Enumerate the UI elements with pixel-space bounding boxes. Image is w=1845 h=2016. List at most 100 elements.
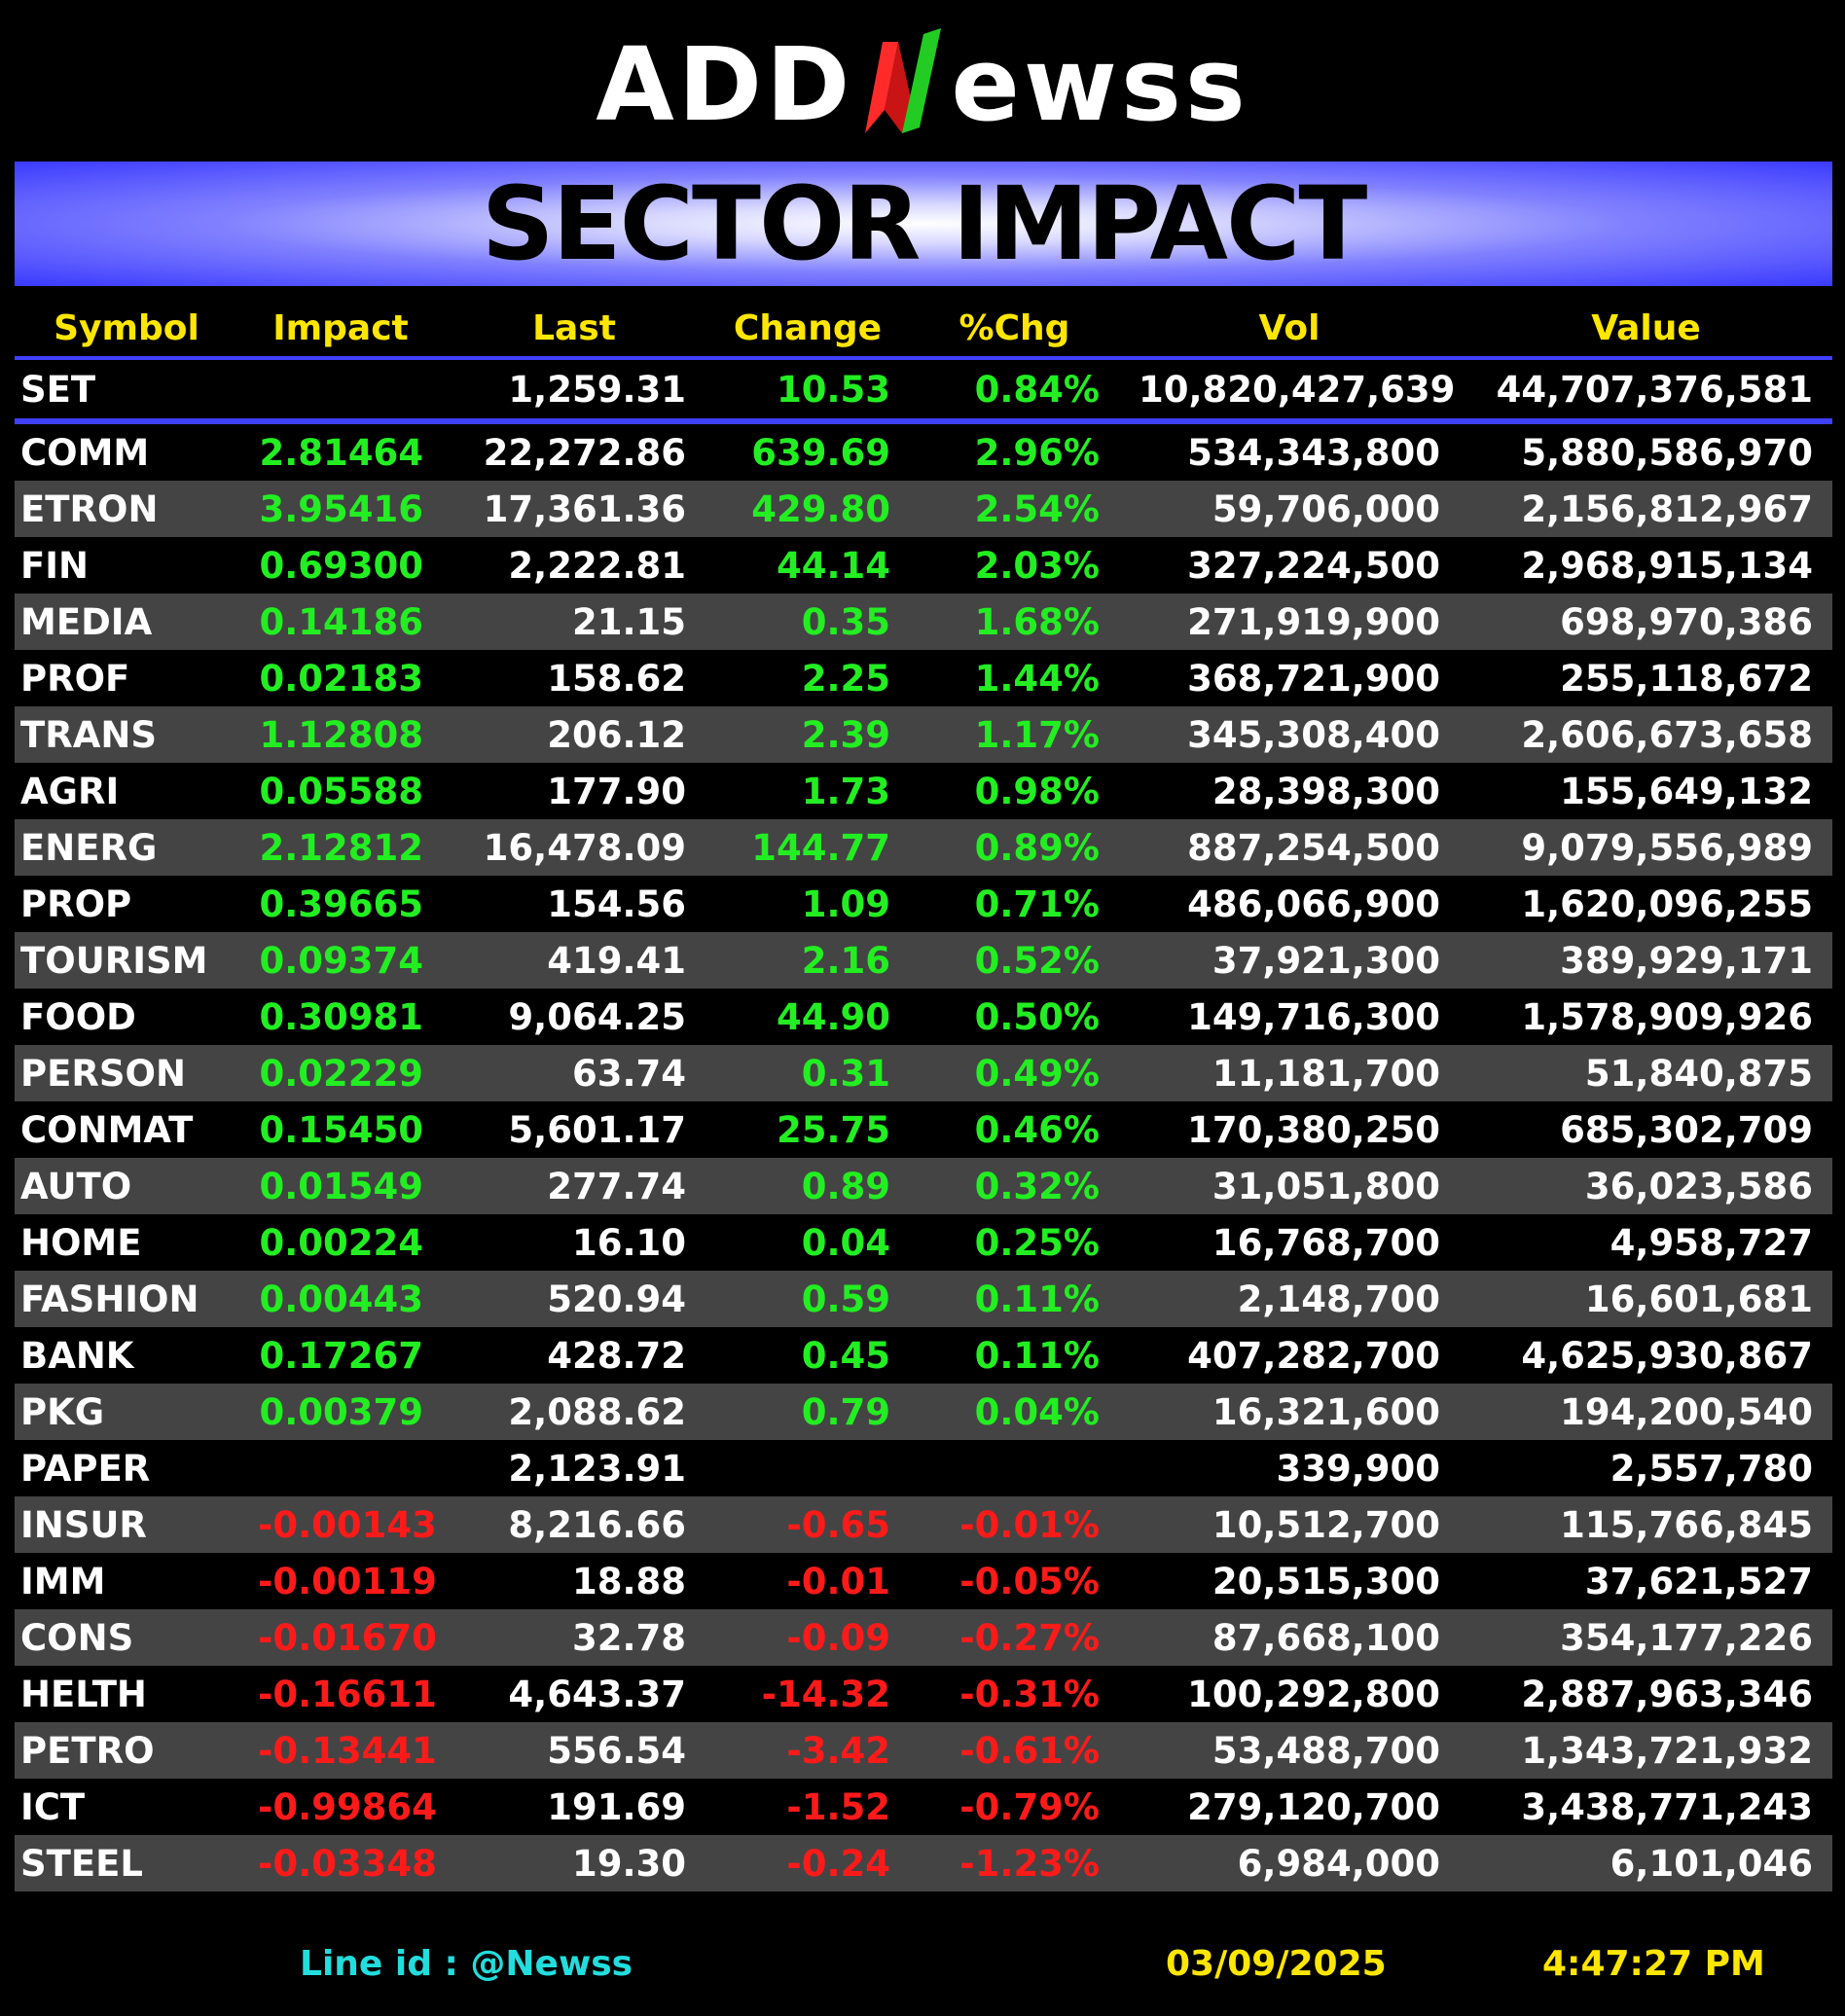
cell-change: 0.79 (705, 1384, 910, 1440)
table-row: TRANS 1.12808 206.12 2.39 1.17% 345,308,400 2,… (15, 706, 1832, 763)
cell-change: 2.16 (705, 932, 910, 989)
col-header-last: Last (443, 300, 705, 360)
cell-vol: 534,343,800 (1119, 421, 1460, 481)
cell-vol: 327,224,500 (1119, 537, 1460, 594)
cell-pct-change: 2.96% (910, 421, 1119, 481)
cell-value: 3,438,771,243 (1460, 1779, 1832, 1835)
cell-impact: -0.16611 (238, 1666, 443, 1722)
cell-pct-change (910, 1440, 1119, 1496)
logo-part1: ADD (596, 25, 854, 144)
cell-last: 419.41 (443, 932, 705, 989)
cell-value: 698,970,386 (1460, 594, 1832, 650)
cell-pct-change: 0.04% (910, 1384, 1119, 1440)
cell-pct-change: 2.03% (910, 537, 1119, 594)
cell-value: 2,156,812,967 (1460, 481, 1832, 537)
cell-pct-change: 0.71% (910, 876, 1119, 932)
table-row: MEDIA 0.14186 21.15 0.35 1.68% 271,919,900 698… (15, 594, 1832, 650)
col-header-value: Value (1460, 300, 1832, 360)
cell-last: 16.10 (443, 1214, 705, 1271)
cell-vol: 345,308,400 (1119, 706, 1460, 763)
table-row: PERSON 0.02229 63.74 0.31 0.49% 11,181,700 51,… (15, 1045, 1832, 1101)
col-header-symbol: Symbol (15, 300, 238, 360)
cell-last: 177.90 (443, 763, 705, 819)
cell-impact: -0.00143 (238, 1496, 443, 1553)
cell-pct-change: -0.05% (910, 1553, 1119, 1609)
cell-value: 4,958,727 (1460, 1214, 1832, 1271)
table-row: AUTO 0.01549 277.74 0.89 0.32% 31,051,800 36,0… (15, 1158, 1832, 1214)
cell-change: 144.77 (705, 819, 910, 876)
cell-vol: 887,254,500 (1119, 819, 1460, 876)
cell-value: 2,968,915,134 (1460, 537, 1832, 594)
table-row: FASHION 0.00443 520.94 0.59 0.11% 2,148,700 16… (15, 1271, 1832, 1327)
cell-symbol: ETRON (15, 481, 238, 537)
cell-pct-change: 0.25% (910, 1214, 1119, 1271)
cell-last: 1,259.31 (443, 358, 705, 424)
cell-value: 1,578,909,926 (1460, 989, 1832, 1045)
cell-impact: 0.00379 (238, 1384, 443, 1440)
page-title: SECTOR IMPACT (481, 164, 1368, 283)
cell-last: 9,064.25 (443, 989, 705, 1045)
col-header-change: Change (705, 300, 910, 360)
cell-last: 18.88 (443, 1553, 705, 1609)
cell-change: 2.39 (705, 706, 910, 763)
cell-last: 22,272.86 (443, 421, 705, 481)
table-row: PAPER 2,123.91 339,900 2,557,780 (15, 1440, 1832, 1496)
cell-symbol: FOOD (15, 989, 238, 1045)
cell-pct-change: 0.11% (910, 1327, 1119, 1384)
cell-change: 1.73 (705, 763, 910, 819)
cell-pct-change: -1.23% (910, 1835, 1119, 1891)
cell-change: 0.45 (705, 1327, 910, 1384)
cell-symbol: IMM (15, 1553, 238, 1609)
cell-value: 37,621,527 (1460, 1553, 1832, 1609)
cell-change: 0.31 (705, 1045, 910, 1101)
index-row-set: SET 1,259.31 10.53 0.84% 10,820,427,639 … (15, 358, 1832, 424)
cell-pct-change: 1.44% (910, 650, 1119, 706)
cell-last: 32.78 (443, 1609, 705, 1666)
cell-value: 255,118,672 (1460, 650, 1832, 706)
cell-impact: 0.01549 (238, 1158, 443, 1214)
cell-pct-change: 1.68% (910, 594, 1119, 650)
cell-value: 115,766,845 (1460, 1496, 1832, 1553)
table-row: IMM -0.00119 18.88 -0.01 -0.05% 20,515,300 37,… (15, 1553, 1832, 1609)
cell-change: 25.75 (705, 1101, 910, 1158)
cell-value: 389,929,171 (1460, 932, 1832, 989)
cell-change: -0.01 (705, 1553, 910, 1609)
cell-value: 2,606,673,658 (1460, 706, 1832, 763)
cell-pct-change: -0.01% (910, 1496, 1119, 1553)
cell-vol: 20,515,300 (1119, 1553, 1460, 1609)
cell-symbol: ICT (15, 1779, 238, 1835)
cell-impact: -0.99864 (238, 1779, 443, 1835)
cell-last: 154.56 (443, 876, 705, 932)
cell-pct-change: 0.84% (910, 358, 1119, 424)
table-row: PKG 0.00379 2,088.62 0.79 0.04% 16,321,600 194… (15, 1384, 1832, 1440)
cell-vol: 16,768,700 (1119, 1214, 1460, 1271)
table-row: ICT -0.99864 191.69 -1.52 -0.79% 279,120,700 3… (15, 1779, 1832, 1835)
cell-symbol: COMM (15, 421, 238, 481)
cell-value: 5,880,586,970 (1460, 421, 1832, 481)
cell-pct-change: 2.54% (910, 481, 1119, 537)
cell-last: 2,222.81 (443, 537, 705, 594)
header-row: Symbol Impact Last Change %Chg Vol Value (15, 300, 1832, 360)
cell-impact: 3.95416 (238, 481, 443, 537)
cell-vol: 486,066,900 (1119, 876, 1460, 932)
cell-impact: 0.02229 (238, 1045, 443, 1101)
cell-vol: 2,148,700 (1119, 1271, 1460, 1327)
cell-value: 6,101,046 (1460, 1835, 1832, 1891)
sector-table: Symbol Impact Last Change %Chg Vol Value… (15, 300, 1832, 1891)
cell-change: -0.09 (705, 1609, 910, 1666)
cell-value: 194,200,540 (1460, 1384, 1832, 1440)
cell-impact: 0.00224 (238, 1214, 443, 1271)
table-row: ETRON 3.95416 17,361.36 429.80 2.54% 59,706,0… (15, 481, 1832, 537)
cell-change: 0.59 (705, 1271, 910, 1327)
cell-vol: 87,668,100 (1119, 1609, 1460, 1666)
cell-symbol: AUTO (15, 1158, 238, 1214)
cell-symbol: CONMAT (15, 1101, 238, 1158)
cell-symbol: ENERG (15, 819, 238, 876)
cell-pct-change: -0.31% (910, 1666, 1119, 1722)
table-row: CONMAT 0.15450 5,601.17 25.75 0.46% 170,380,2… (15, 1101, 1832, 1158)
cell-last: 206.12 (443, 706, 705, 763)
cell-change: 639.69 (705, 421, 910, 481)
cell-impact: 0.02183 (238, 650, 443, 706)
cell-change: 2.25 (705, 650, 910, 706)
cell-impact: -0.01670 (238, 1609, 443, 1666)
